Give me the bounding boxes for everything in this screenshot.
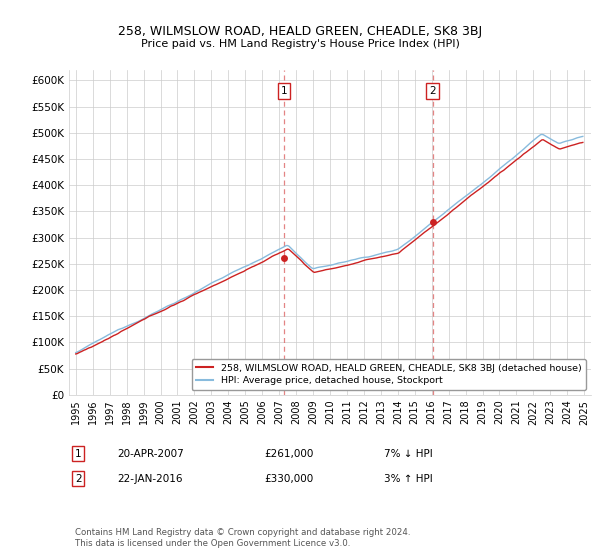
Text: 2: 2 xyxy=(429,86,436,96)
Text: Contains HM Land Registry data © Crown copyright and database right 2024.
This d: Contains HM Land Registry data © Crown c… xyxy=(75,528,410,548)
Text: 20-APR-2007: 20-APR-2007 xyxy=(117,449,184,459)
Text: 258, WILMSLOW ROAD, HEALD GREEN, CHEADLE, SK8 3BJ: 258, WILMSLOW ROAD, HEALD GREEN, CHEADLE… xyxy=(118,25,482,38)
Text: 1: 1 xyxy=(281,86,287,96)
Text: Price paid vs. HM Land Registry's House Price Index (HPI): Price paid vs. HM Land Registry's House … xyxy=(140,39,460,49)
Legend: 258, WILMSLOW ROAD, HEALD GREEN, CHEADLE, SK8 3BJ (detached house), HPI: Average: 258, WILMSLOW ROAD, HEALD GREEN, CHEADLE… xyxy=(191,359,586,390)
Text: £261,000: £261,000 xyxy=(264,449,313,459)
Text: 1: 1 xyxy=(75,449,82,459)
Text: £330,000: £330,000 xyxy=(264,474,313,484)
Text: 3% ↑ HPI: 3% ↑ HPI xyxy=(384,474,433,484)
Text: 7% ↓ HPI: 7% ↓ HPI xyxy=(384,449,433,459)
Text: 2: 2 xyxy=(75,474,82,484)
Text: 22-JAN-2016: 22-JAN-2016 xyxy=(117,474,182,484)
